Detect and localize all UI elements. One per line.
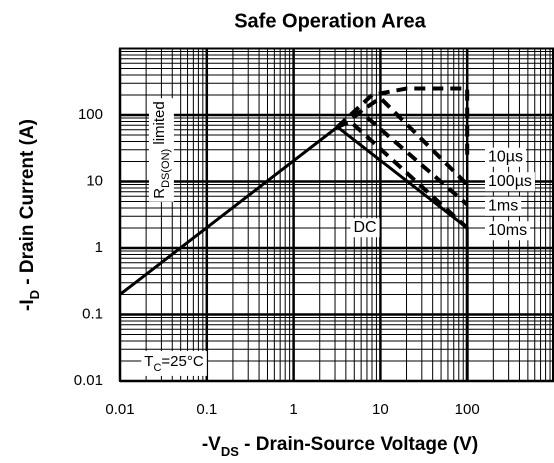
y-axis-label: -ID - Drain Current (A)	[17, 119, 42, 311]
x-tick-label: 1	[289, 401, 297, 418]
x-axis-label-part: - Drain-Source Voltage (V)	[239, 434, 478, 455]
y-tick-label: 0.01	[74, 372, 103, 389]
x-tick-label: 0.1	[196, 401, 217, 418]
annotation-part: limited	[151, 101, 168, 149]
series-label: DC	[353, 219, 376, 236]
series-label-bg	[350, 218, 380, 238]
x-axis-label: -VDS - Drain-Source Voltage (V)	[202, 434, 478, 459]
annotation: RDS(ON) limited	[151, 101, 172, 198]
chart-title: Safe Operation Area	[234, 10, 426, 32]
x-axis-label-part: -V	[202, 434, 221, 455]
series-line	[119, 125, 469, 381]
annotation-part: R	[151, 188, 168, 199]
annotation-part: =25°C	[161, 353, 203, 370]
plot-frame	[119, 47, 554, 382]
y-tick-label: 1	[95, 239, 103, 256]
series-label: 1ms	[488, 198, 518, 215]
series-line	[336, 119, 469, 230]
series-line	[336, 86, 470, 156]
series-label: 10ms	[488, 222, 527, 239]
y-tick-label: 100	[78, 106, 103, 123]
series-line	[336, 95, 469, 186]
y-axis-label-part: - Drain Current (A)	[17, 119, 38, 290]
y-axis-label-part: -I	[17, 299, 38, 311]
annotation-part: DS(ON)	[160, 149, 172, 188]
x-tick-label: 0.01	[105, 401, 134, 418]
series-label: 10µs	[488, 149, 523, 166]
x-axis-label-part: DS	[221, 444, 239, 459]
series-label: 100µs	[488, 173, 532, 190]
annotation-part: T	[144, 353, 153, 370]
series-label-bg	[485, 172, 535, 192]
annotation-part: C	[153, 362, 161, 374]
y-tick-label: 0.1	[82, 305, 103, 322]
annotation: TC=25°C	[144, 353, 204, 374]
y-axis-label-part: D	[27, 290, 42, 299]
y-tick-label: 10	[86, 172, 103, 189]
series-label-bg	[485, 147, 527, 167]
series-label-bg	[485, 221, 531, 241]
x-tick-label: 10	[372, 401, 389, 418]
annotation-bg	[141, 350, 207, 376]
x-tick-label: 100	[455, 401, 480, 418]
annotation-bg	[148, 98, 174, 202]
series-label-bg	[485, 196, 522, 216]
